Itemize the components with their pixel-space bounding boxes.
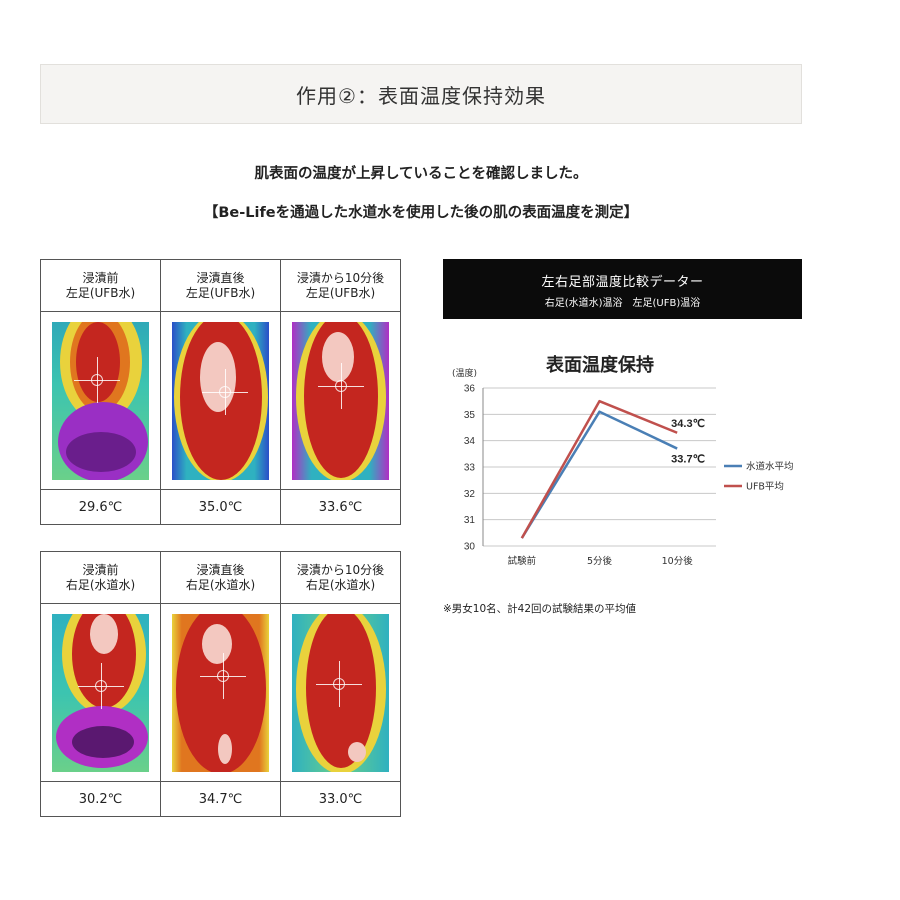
condition-line-1: 浸漬から10分後 — [296, 270, 385, 285]
thermal-image-cell — [41, 604, 161, 782]
thermal-image-cell — [161, 604, 281, 782]
y-tick-label: 34 — [464, 436, 476, 447]
chart-title: 表面温度保持 — [546, 355, 654, 376]
condition-line-2: 右足(水道水) — [305, 577, 376, 592]
section-header: 作用②：表面温度保持効果 — [40, 64, 802, 124]
chart-banner-subtitle: 右足(水道水)温浴 左足(UFB)温浴 — [544, 298, 701, 309]
condition-line-2: 右足(水道水) — [185, 577, 256, 592]
condition-label: 浸漬から10分後 左足(UFB水) — [281, 260, 400, 312]
thermal-image-cell — [41, 312, 161, 490]
footnote: ※男女10名、計42回の試験結果の平均値 — [443, 603, 637, 615]
legend-entry: 水道水平均 — [746, 461, 794, 473]
y-tick-label: 31 — [464, 515, 476, 526]
thermal-image-cell — [281, 604, 400, 782]
thermal-image-cell — [281, 312, 400, 490]
temperature-value: 33.0℃ — [318, 791, 363, 807]
x-tick-label: 5分後 — [587, 555, 613, 567]
condition-line-1: 浸漬直後 — [196, 562, 245, 577]
lead-line-1: 肌表面の温度が上昇していることを確認しました。 — [254, 166, 588, 182]
line-chart: 30 31 32 33 34 35 36 試験前 5分後 10分後 33.7℃ 水道水平均 34.3℃ U… — [464, 384, 794, 568]
thermal-image — [292, 321, 389, 480]
condition-line-2: 左足(UFB水) — [65, 285, 136, 300]
temperature-value: 30.2℃ — [41, 782, 161, 816]
data-label: 33.7℃ — [671, 454, 705, 466]
series-line — [520, 399, 678, 539]
temperature-value: 35.0℃ — [161, 490, 281, 524]
chart-banner: 左右足部温度比較データー 右足(水道水)温浴 左足(UFB)温浴 — [443, 259, 802, 319]
right-foot-thermo-grid: 浸漬前 右足(水道水) 浸漬直後 右足(水道水) 浸漬から10分後 右足(水道水… — [40, 551, 401, 817]
x-tick-label: 試験前 — [508, 555, 537, 567]
thermal-image — [52, 321, 149, 480]
thermal-image — [172, 321, 269, 480]
temperature-value: 29.6℃ — [41, 490, 161, 524]
condition-label: 浸漬から10分後 右足(水道水) — [281, 552, 400, 604]
condition-line-1: 浸漬直後 — [196, 270, 245, 285]
thermal-image-cell — [161, 312, 281, 490]
condition-label: 浸漬直後 左足(UFB水) — [161, 260, 281, 312]
y-tick-label: 32 — [464, 489, 476, 500]
condition-line-1: 浸漬から10分後 — [296, 562, 385, 577]
condition-line-1: 浸漬前 — [82, 562, 119, 577]
x-tick-label: 10分後 — [662, 555, 694, 567]
y-tick-label: 35 — [464, 410, 476, 421]
lead-line-2: 【Be-Lifeを通過した水道水を使用した後の肌の表面温度を測定】 — [203, 205, 639, 221]
left-foot-thermo-grid: 浸漬前 左足(UFB水) 浸漬直後 左足(UFB水) 浸漬から10分後 左足(U… — [40, 259, 401, 525]
chart-banner-title: 左右足部温度比較データー — [541, 275, 704, 290]
y-tick-label: 36 — [464, 384, 476, 395]
condition-label: 浸漬前 左足(UFB水) — [41, 260, 161, 312]
temperature-value: 34.7℃ — [161, 782, 281, 816]
legend-entry: UFB平均 — [746, 481, 784, 493]
thermal-image — [292, 613, 389, 772]
condition-line-2: 左足(UFB水) — [185, 285, 256, 300]
series-line — [520, 410, 678, 539]
condition-line-2: 右足(水道水) — [65, 577, 136, 592]
y-tick-label: 33 — [464, 463, 476, 474]
condition-line-2: 左足(UFB水) — [305, 285, 376, 300]
temperature-value: 33.6℃ — [318, 499, 363, 515]
data-label: 34.3℃ — [671, 418, 705, 430]
section-title: 作用②：表面温度保持効果 — [296, 83, 546, 108]
condition-label: 浸漬直後 右足(水道水) — [161, 552, 281, 604]
y-tick-label: 30 — [464, 542, 476, 553]
condition-label: 浸漬前 右足(水道水) — [41, 552, 161, 604]
thermal-image — [52, 613, 149, 772]
thermal-image — [172, 613, 269, 772]
condition-line-1: 浸漬前 — [82, 270, 119, 285]
y-axis-label: (温度) — [452, 369, 478, 379]
